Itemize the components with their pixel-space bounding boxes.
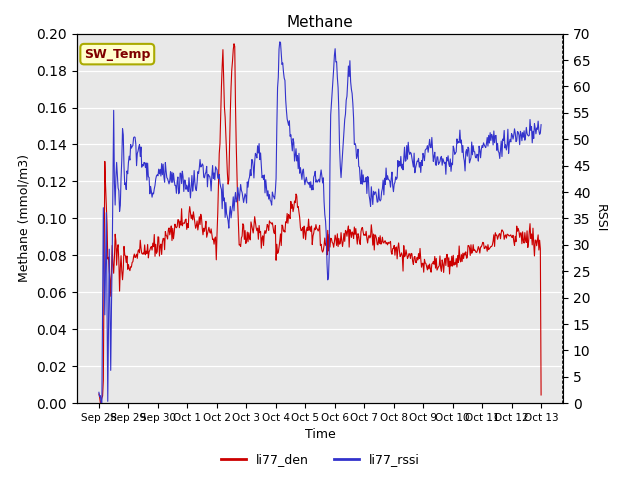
Legend: li77_den, li77_rssi: li77_den, li77_rssi — [216, 448, 424, 471]
X-axis label: Time: Time — [305, 429, 335, 442]
Y-axis label: RSSI: RSSI — [594, 204, 607, 233]
Text: SW_Temp: SW_Temp — [84, 48, 150, 60]
Title: Methane: Methane — [287, 15, 353, 30]
Y-axis label: Methane (mmol/m3): Methane (mmol/m3) — [18, 155, 31, 282]
